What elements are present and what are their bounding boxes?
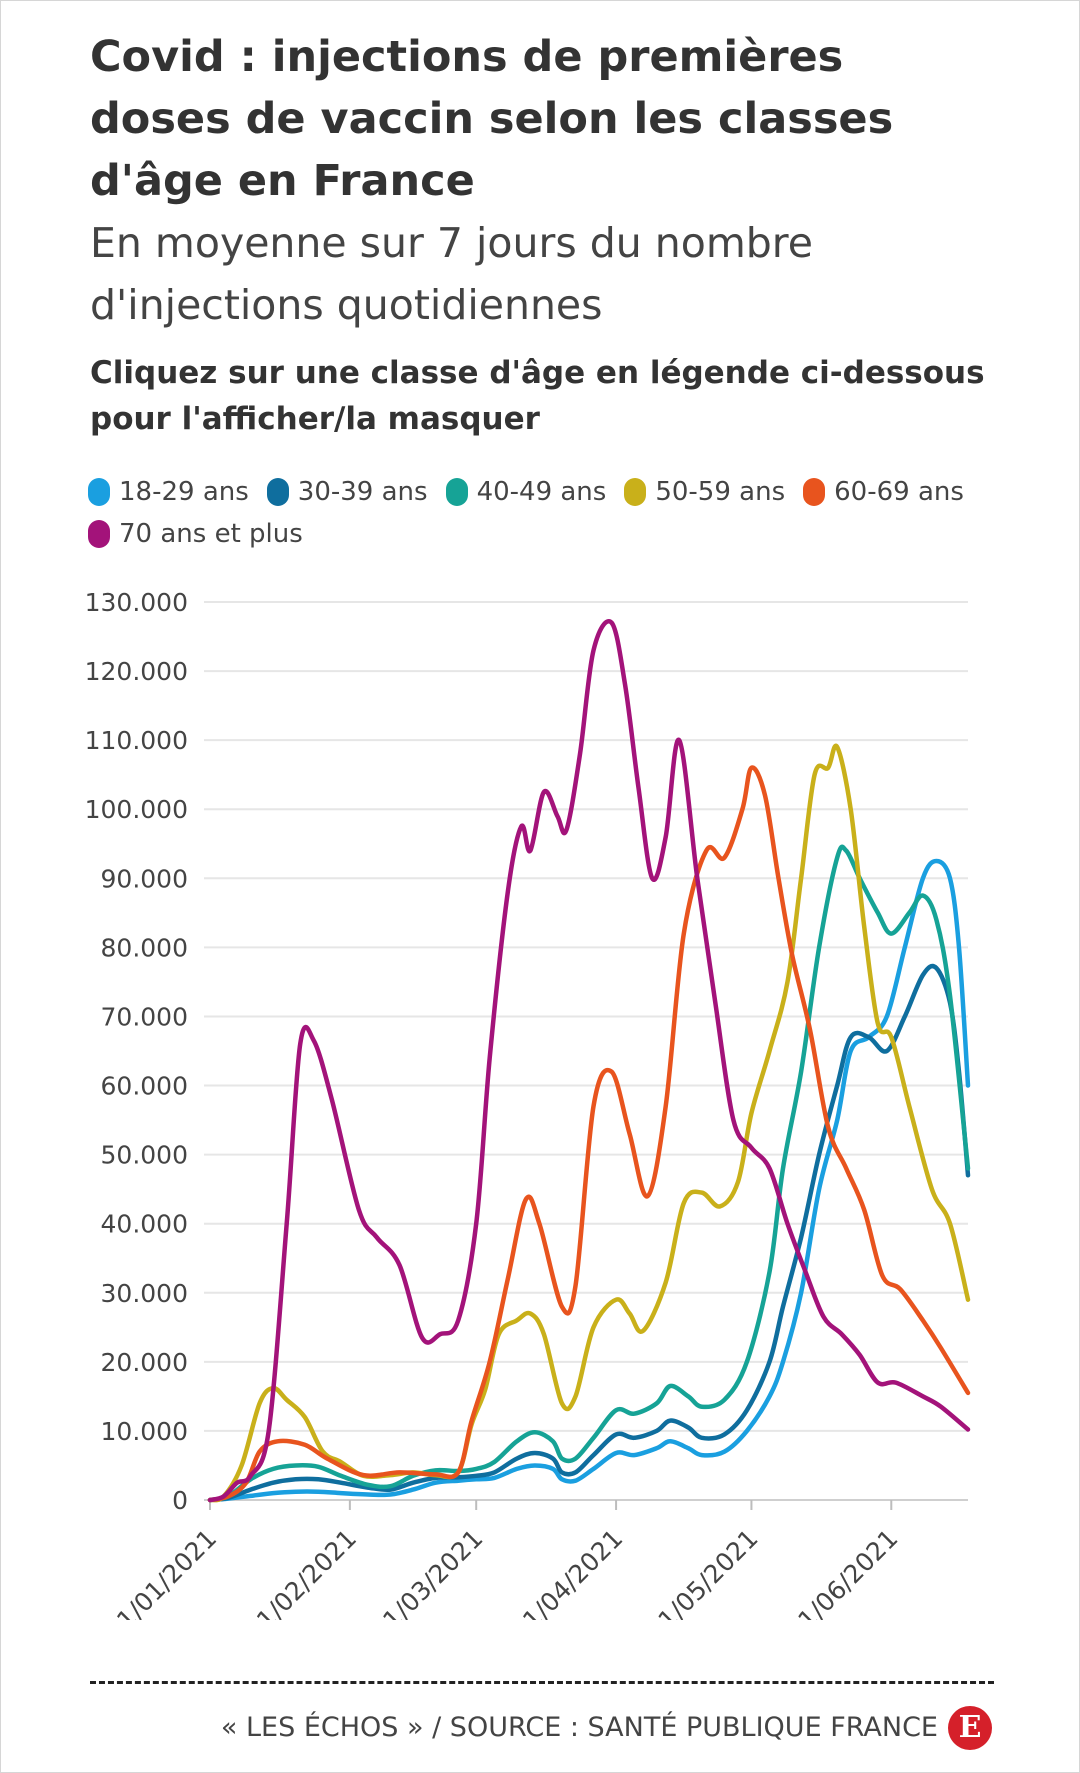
footer-divider xyxy=(90,1681,994,1684)
legend-label: 70 ans et plus xyxy=(119,519,303,549)
y-tick-label: 10.000 xyxy=(101,1417,188,1446)
source-credit: « LES ÉCHOS » / SOURCE : SANTÉ PUBLIQUE … xyxy=(220,1712,938,1743)
y-tick-label: 90.000 xyxy=(101,864,188,893)
legend-swatch xyxy=(88,478,110,506)
legend-item-60-69-ans[interactable]: 60-69 ans xyxy=(803,474,964,510)
legend: 18-29 ans 30-39 ans 40-49 ans 50-59 ans 60-6… xyxy=(88,474,1008,552)
x-tick-label: 01/02/2021 xyxy=(240,1524,362,1620)
legend-item-18-29-ans[interactable]: 18-29 ans xyxy=(88,474,249,510)
series-line-30-39-ans xyxy=(207,963,971,1503)
legend-swatch xyxy=(266,478,289,506)
legend-label: 40-49 ans xyxy=(476,477,607,507)
legend-label: 60-69 ans xyxy=(834,477,964,507)
legend-label: 30-39 ans xyxy=(297,477,428,507)
x-tick-label: 01/04/2021 xyxy=(506,1524,628,1620)
chart-subtitle: En moyenne sur 7 jours du nombre d'injec… xyxy=(90,219,813,329)
y-tick-label: 40.000 xyxy=(101,1210,188,1239)
series-line-18-29-ans xyxy=(207,858,971,1503)
y-tick-label: 100.000 xyxy=(85,795,188,824)
y-tick-label: 60.000 xyxy=(101,1072,188,1101)
series-line-70-ans-et-plus xyxy=(207,619,971,1503)
legend-item-50-59-ans[interactable]: 50-59 ans xyxy=(624,474,785,510)
y-tick-label: 130.000 xyxy=(85,588,188,617)
legend-swatch xyxy=(624,478,647,506)
series-line-50-59-ans xyxy=(207,743,971,1503)
legend-item-70-ans-et-plus[interactable]: 70 ans et plus xyxy=(88,516,303,552)
legend-label: 18-29 ans xyxy=(119,477,249,507)
legend-item-40-49-ans[interactable]: 40-49 ans xyxy=(445,474,607,510)
y-tick-label: 0 xyxy=(172,1486,188,1515)
legend-swatch xyxy=(803,478,826,506)
y-tick-label: 20.000 xyxy=(101,1348,188,1377)
les-echos-logo: E xyxy=(948,1706,992,1750)
legend-item-30-39-ans[interactable]: 30-39 ans xyxy=(266,474,428,510)
line-chart: 0 10.000 20.000 30.000 40.000 50.000 60.000 70.… xyxy=(85,588,971,1620)
y-tick-label: 70.000 xyxy=(101,1002,188,1031)
x-tick-label: 01/03/2021 xyxy=(366,1524,488,1620)
x-tick-label: 01/01/2021 xyxy=(100,1524,222,1620)
y-tick-label: 30.000 xyxy=(101,1279,188,1308)
legend-swatch xyxy=(88,520,110,548)
y-tick-label: 110.000 xyxy=(85,726,188,755)
series-line-60-69-ans xyxy=(207,765,971,1503)
legend-swatch xyxy=(445,478,468,506)
x-tick-label: 01/05/2021 xyxy=(641,1524,763,1620)
legend-label: 50-59 ans xyxy=(655,477,786,507)
y-tick-label: 120.000 xyxy=(85,657,188,686)
legend-instruction: Cliquez sur une classe d'âge en légende … xyxy=(90,355,985,437)
x-tick-label: 01/06/2021 xyxy=(781,1524,903,1620)
series-line-40-49-ans xyxy=(207,844,971,1503)
chart-title: Covid : injections de premières doses de… xyxy=(90,32,894,206)
y-tick-label: 50.000 xyxy=(101,1141,188,1170)
y-tick-label: 80.000 xyxy=(101,933,188,962)
